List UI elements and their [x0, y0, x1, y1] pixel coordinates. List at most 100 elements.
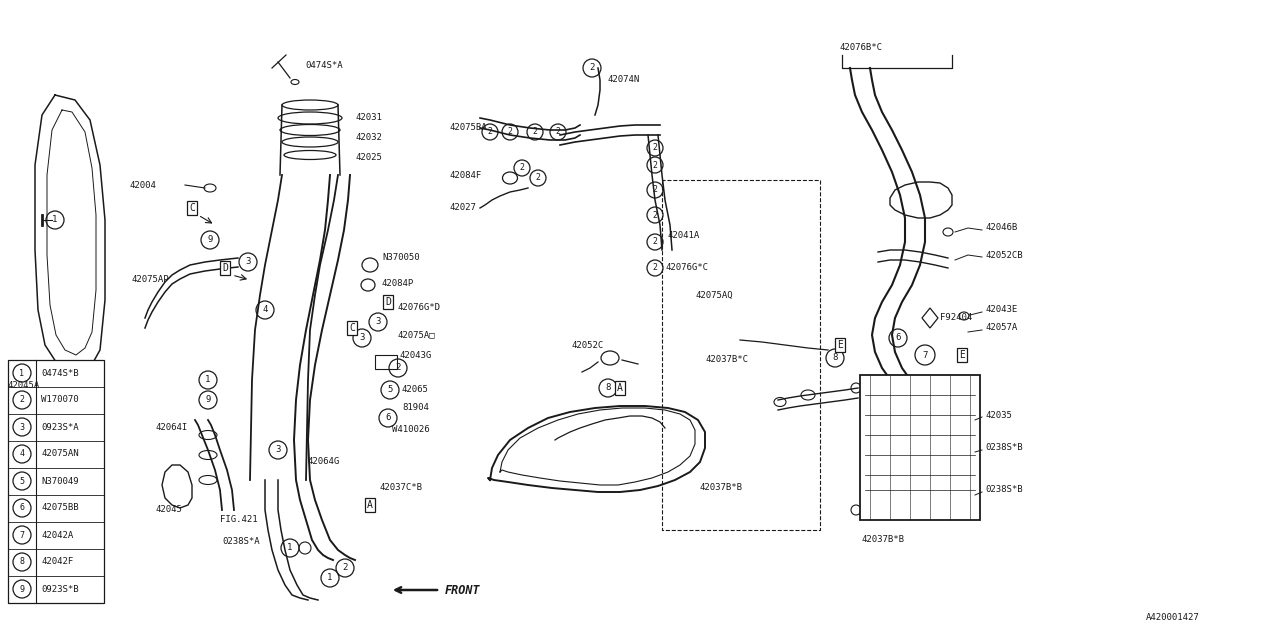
Text: 42037B*C: 42037B*C — [705, 355, 748, 365]
Text: 42045A: 42045A — [8, 381, 40, 390]
Text: 42043E: 42043E — [986, 305, 1018, 314]
Text: 42075A□: 42075A□ — [398, 330, 435, 339]
Text: 0923S*A: 0923S*A — [41, 422, 78, 431]
Text: 0923S*B: 0923S*B — [41, 584, 78, 593]
Text: 1: 1 — [205, 376, 211, 385]
Text: 2: 2 — [535, 173, 540, 182]
Ellipse shape — [291, 79, 300, 84]
Text: 81904: 81904 — [402, 403, 429, 413]
Text: 42027: 42027 — [451, 204, 477, 212]
Text: 42037C*B: 42037C*B — [380, 483, 422, 493]
Text: 1: 1 — [287, 543, 293, 552]
Text: 42064I: 42064I — [155, 424, 187, 433]
Text: 42043G: 42043G — [399, 351, 433, 360]
Text: D: D — [385, 297, 390, 307]
Text: 42075AP: 42075AP — [132, 275, 170, 285]
Text: 2: 2 — [507, 127, 512, 136]
Text: 42025: 42025 — [355, 154, 381, 163]
Text: 2: 2 — [19, 396, 24, 404]
Text: 42052CB: 42052CB — [986, 250, 1023, 259]
Bar — [375, 355, 397, 369]
Text: 3: 3 — [375, 317, 380, 326]
Text: 42075AN: 42075AN — [41, 449, 78, 458]
Text: 3: 3 — [275, 445, 280, 454]
Text: 4: 4 — [262, 305, 268, 314]
Text: C: C — [189, 203, 195, 213]
Text: 6: 6 — [895, 333, 901, 342]
Text: 5: 5 — [388, 385, 393, 394]
Text: 8: 8 — [605, 383, 611, 392]
Text: A420001427: A420001427 — [1147, 614, 1201, 623]
Text: 42084P: 42084P — [381, 278, 415, 287]
Text: 42065: 42065 — [402, 385, 429, 394]
Text: 0238S*B: 0238S*B — [986, 486, 1023, 495]
Text: W410026: W410026 — [392, 426, 430, 435]
Text: FRONT: FRONT — [445, 584, 480, 596]
Text: 42076G*C: 42076G*C — [666, 264, 708, 273]
Bar — [860, 375, 980, 520]
Text: 42075BB: 42075BB — [41, 504, 78, 513]
Text: 2: 2 — [653, 237, 658, 246]
Text: 42052C: 42052C — [572, 340, 604, 349]
Text: 8: 8 — [19, 557, 24, 566]
Text: 42004: 42004 — [131, 180, 157, 189]
Text: 42046B: 42046B — [986, 223, 1018, 232]
Text: 2: 2 — [520, 163, 525, 173]
Text: D: D — [221, 263, 228, 273]
Text: 1: 1 — [328, 573, 333, 582]
Text: 1: 1 — [19, 369, 24, 378]
Text: 9: 9 — [205, 396, 211, 404]
Text: C: C — [349, 323, 355, 333]
Text: 42037B*B: 42037B*B — [700, 483, 742, 493]
Text: 42074N: 42074N — [608, 76, 640, 84]
Text: 2: 2 — [488, 127, 493, 136]
Text: 3: 3 — [19, 422, 24, 431]
Text: 0238S*A: 0238S*A — [221, 538, 260, 547]
Text: 2: 2 — [532, 127, 538, 136]
Text: 3: 3 — [360, 333, 365, 342]
Text: 42057A: 42057A — [986, 323, 1018, 333]
Text: 42076B*C: 42076B*C — [840, 44, 883, 52]
Text: 42075AQ: 42075AQ — [695, 291, 732, 300]
Text: 9: 9 — [19, 584, 24, 593]
Text: 3: 3 — [246, 257, 251, 266]
Text: 0474S*A: 0474S*A — [305, 61, 343, 70]
Text: 2: 2 — [653, 143, 658, 152]
Text: 42076G*D: 42076G*D — [398, 303, 442, 312]
Text: N370050: N370050 — [381, 253, 420, 262]
Text: 6: 6 — [19, 504, 24, 513]
Text: A: A — [617, 383, 623, 393]
Text: 42037B*B: 42037B*B — [861, 536, 905, 545]
Text: 2: 2 — [653, 161, 658, 170]
Text: 2: 2 — [556, 127, 561, 136]
Text: 2: 2 — [653, 264, 658, 273]
Text: 9: 9 — [207, 236, 212, 244]
Text: F92404: F92404 — [940, 314, 973, 323]
Polygon shape — [922, 308, 938, 328]
Text: 42045: 42045 — [155, 506, 182, 515]
Text: 4: 4 — [19, 449, 24, 458]
Text: E: E — [959, 350, 965, 360]
Text: 8: 8 — [832, 353, 837, 362]
Text: W170070: W170070 — [41, 396, 78, 404]
Text: 0238S*B: 0238S*B — [986, 444, 1023, 452]
Text: 2: 2 — [342, 563, 348, 573]
Text: 7: 7 — [923, 351, 928, 360]
Text: 2: 2 — [653, 211, 658, 220]
Text: 1: 1 — [52, 216, 58, 225]
Text: 42042F: 42042F — [41, 557, 73, 566]
Text: 42075BA: 42075BA — [451, 124, 488, 132]
Text: 2: 2 — [396, 364, 401, 372]
Text: 42064G: 42064G — [308, 458, 340, 467]
Text: 2: 2 — [653, 186, 658, 195]
Text: A: A — [367, 500, 372, 510]
Text: 42041A: 42041A — [668, 230, 700, 239]
Text: 42035: 42035 — [986, 410, 1012, 419]
Text: 0474S*B: 0474S*B — [41, 369, 78, 378]
Text: 42042A: 42042A — [41, 531, 73, 540]
Text: 42084F: 42084F — [451, 170, 483, 179]
Text: 2: 2 — [589, 63, 595, 72]
Text: 42032: 42032 — [355, 134, 381, 143]
Text: 6: 6 — [385, 413, 390, 422]
Text: 7: 7 — [19, 531, 24, 540]
